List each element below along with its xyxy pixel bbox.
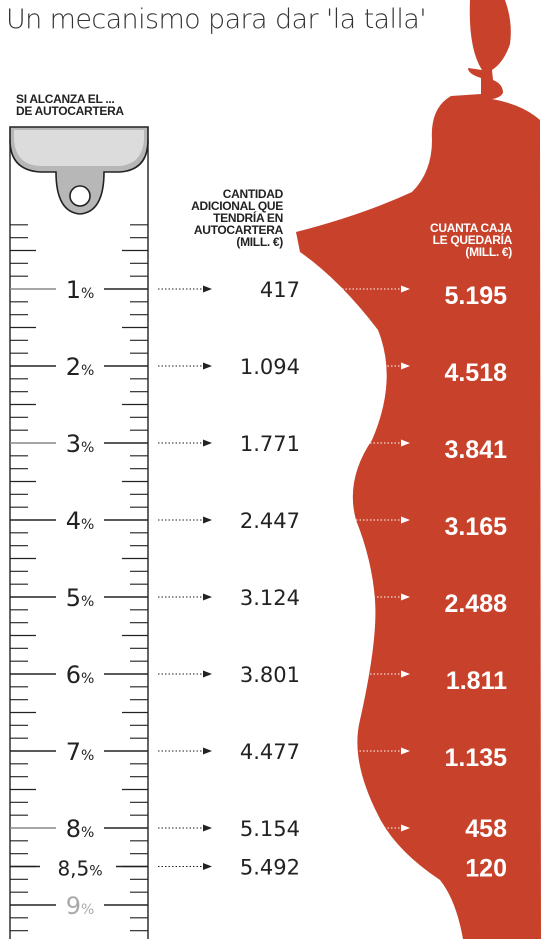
arrow-to-cash-head [401, 670, 410, 678]
arrow-to-cash-head [401, 439, 410, 447]
cash-value: 1.135 [444, 744, 507, 772]
additional-header-line: TENDRÍA EN [213, 211, 283, 225]
additional-value: 1.094 [240, 355, 300, 379]
arrow-to-additional-head [203, 670, 212, 678]
additional-value: 3.801 [240, 663, 300, 687]
ruler-header-line: SI ALCANZA EL ... [16, 92, 115, 106]
additional-header-line: (MILL. €) [236, 235, 283, 249]
additional-header-line: CANTIDAD [222, 187, 284, 201]
arrow-to-additional-head [203, 439, 212, 447]
mannequin-silhouette [296, 0, 541, 939]
additional-value: 2.447 [240, 509, 300, 533]
arrow-to-cash-head [401, 747, 410, 755]
arrow-to-additional-head [203, 516, 212, 524]
additional-value: 5.492 [240, 856, 300, 880]
additional-value: 417 [260, 278, 300, 302]
cash-value: 2.488 [444, 590, 507, 618]
additional-value: 5.154 [240, 817, 300, 841]
level-label: 2% [66, 353, 95, 381]
cash-header-line: LE QUEDARÍA [432, 233, 513, 247]
arrow-to-additional-head [203, 593, 212, 601]
ruler-hole [69, 185, 91, 207]
level-label: 5% [66, 584, 95, 612]
arrow-to-additional-head [203, 285, 212, 293]
additional-header: CANTIDAD ADICIONAL QUE TENDRÍA EN AUTOCA… [191, 188, 283, 248]
additional-header-line: AUTOCARTERA [193, 223, 283, 237]
arrow-to-cash-head [401, 824, 410, 832]
cash-header-line: (MILL. €) [465, 245, 512, 259]
cash-value: 120 [465, 855, 507, 883]
cash-header: CUANTA CAJA LE QUEDARÍA (MILL. €) [430, 222, 512, 258]
level-label: 8,5% [57, 857, 102, 881]
arrow-to-additional-head [203, 863, 212, 870]
cash-value: 5.195 [444, 282, 507, 310]
level-label: 8% [66, 815, 95, 843]
ruler-header-line: DE AUTOCARTERA [16, 104, 124, 118]
arrow-to-cash-head [401, 285, 410, 293]
ruler-header: SI ALCANZA EL ... DE AUTOCARTERA [16, 93, 124, 117]
additional-header-line: ADICIONAL QUE [191, 199, 283, 213]
ruler-edge [9, 140, 149, 939]
arrow-to-additional-head [203, 824, 212, 832]
arrow-to-additional-head [203, 747, 212, 755]
cash-value: 1.811 [446, 667, 507, 695]
arrow-to-cash-head [401, 362, 410, 370]
level-label: 4% [66, 507, 95, 535]
level-label: 6% [66, 661, 95, 689]
cash-value: 458 [465, 815, 507, 843]
level-label: 3% [66, 430, 95, 458]
level-label: 1% [66, 276, 95, 304]
arrow-to-additional-head [203, 362, 212, 370]
arrow-to-cash-head [401, 593, 410, 601]
level-label: 7% [66, 738, 95, 766]
additional-value: 1.771 [240, 432, 300, 456]
cash-value: 4.518 [444, 359, 507, 387]
cash-header-line: CUANTA CAJA [429, 221, 512, 235]
additional-value: 4.477 [240, 740, 300, 764]
additional-value: 3.124 [240, 586, 300, 610]
arrow-to-cash-head [401, 863, 410, 870]
ruler-clip-highlight [14, 130, 144, 166]
cash-value: 3.165 [444, 513, 507, 541]
arrow-to-cash-head [401, 516, 410, 524]
cash-value: 3.841 [444, 436, 507, 464]
page-title: Un mecanismo para dar 'la talla' [6, 4, 427, 35]
level-label-faded: 9% [66, 892, 95, 920]
